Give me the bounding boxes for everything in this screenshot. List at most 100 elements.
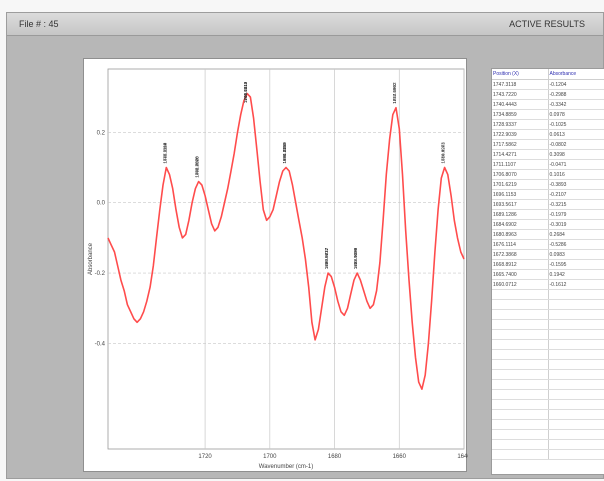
empty-cell <box>547 309 604 320</box>
empty-cell <box>547 419 604 430</box>
peak-label: 1680.8963 <box>441 142 446 164</box>
empty-cell <box>547 349 604 360</box>
cell-position: 1689.1286 <box>492 209 548 220</box>
empty-cell <box>492 449 548 460</box>
table-row[interactable]: 1684.6902 -0.3019 <box>492 219 604 230</box>
table-row[interactable]: 1660.0712 -0.1612 <box>492 279 604 290</box>
table-row[interactable]: 1665.7400 0.1942 <box>492 269 604 280</box>
table-row[interactable]: 1743.7220 -0.2988 <box>492 89 604 100</box>
x-tick-label: 1720 <box>198 454 212 460</box>
cell-position: 1680.8963 <box>492 229 548 240</box>
peak-label: 1714.4271 <box>441 142 446 164</box>
table-row[interactable]: 1717.5862 -0.0802 <box>492 139 604 150</box>
table-row[interactable]: 1689.1286 -0.1979 <box>492 209 604 220</box>
table-row[interactable]: 1740.4443 -0.3342 <box>492 99 604 110</box>
empty-cell <box>492 349 548 360</box>
empty-cell <box>492 429 548 440</box>
empty-cell <box>547 339 604 350</box>
table-row[interactable]: 1722.9039 0.0613 <box>492 129 604 140</box>
empty-cell <box>492 389 548 400</box>
cell-position: 1706.8070 <box>492 169 548 180</box>
y-tick-label: -0.4 <box>95 341 106 347</box>
empty-cell <box>492 359 548 370</box>
cell-absorbance: 0.0613 <box>547 129 604 140</box>
spectrum-line <box>107 92 465 390</box>
table-row[interactable]: 1668.8912 -0.1595 <box>492 259 604 270</box>
table-row[interactable]: 1693.5617 -0.3215 <box>492 199 604 210</box>
empty-table-row <box>492 389 604 400</box>
cell-position: 1711.1107 <box>492 159 548 170</box>
peak-label: 1728.9337 <box>324 247 329 269</box>
peak-label: 1717.5862 <box>392 82 397 104</box>
cell-position: 1696.1153 <box>492 189 548 200</box>
empty-cell <box>492 409 548 420</box>
empty-cell <box>547 299 604 310</box>
table-row[interactable]: 1680.8963 0.2684 <box>492 229 604 240</box>
table-row[interactable]: 1676.1114 -0.5286 <box>492 239 604 250</box>
table-row[interactable]: 1706.8070 0.1016 <box>492 169 604 180</box>
empty-cell <box>492 319 548 330</box>
empty-cell <box>492 379 548 390</box>
x-tick-label: 1680 <box>328 454 342 460</box>
peak-label: 1706.8070 <box>195 156 200 178</box>
cell-absorbance: -0.1595 <box>547 259 604 270</box>
cell-position: 1722.9039 <box>492 129 548 140</box>
peak-label: 1665.7400 <box>282 142 287 164</box>
y-tick-label: -0.2 <box>95 271 106 277</box>
empty-cell <box>547 379 604 390</box>
cell-position: 1660.0712 <box>492 279 548 290</box>
empty-cell <box>492 419 548 430</box>
empty-table-row <box>492 369 604 380</box>
peak-label: 1747.3118 <box>162 142 167 163</box>
empty-table-row <box>492 429 604 440</box>
column-header-position: Position (X) <box>492 69 548 80</box>
cell-absorbance: -0.0471 <box>547 159 604 170</box>
table-row[interactable]: 1672.3868 0.0983 <box>492 249 604 260</box>
table-row[interactable]: 1728.9337 -0.1025 <box>492 119 604 130</box>
cell-absorbance: -0.3893 <box>547 179 604 190</box>
table-row[interactable]: 1701.6219 -0.3893 <box>492 179 604 190</box>
empty-cell <box>547 359 604 370</box>
x-tick-label: 1700 <box>263 454 277 460</box>
peak-label: 1668.8912 <box>243 81 248 103</box>
cell-absorbance: -0.5286 <box>547 239 604 250</box>
table-row[interactable]: 1747.3118 -0.1204 <box>492 79 604 90</box>
cell-position: 1743.7220 <box>492 89 548 100</box>
cell-position: 1728.9337 <box>492 119 548 130</box>
empty-table-row <box>492 449 604 460</box>
peak-label: 1660.0712 <box>324 247 329 269</box>
peak-table-body: 1747.3118 -0.1204 1743.7220 -0.2988 1740.444… <box>492 79 604 460</box>
empty-table-row <box>492 319 604 330</box>
empty-table-row <box>492 399 604 410</box>
title-bar: File # : 45 ACTIVE RESULTS <box>7 13 603 36</box>
empty-table-row <box>492 409 604 420</box>
table-row[interactable]: 1714.4271 0.3098 <box>492 149 604 160</box>
y-tick-label: 0.2 <box>97 130 106 136</box>
y-axis-label: Absorbance <box>88 242 94 275</box>
cell-absorbance: 0.0983 <box>547 249 604 260</box>
empty-table-row <box>492 289 604 300</box>
x-tick-label: 1660 <box>393 454 407 460</box>
status-label: ACTIVE RESULTS <box>509 19 585 29</box>
table-row[interactable]: 1711.1107 -0.0471 <box>492 159 604 170</box>
cell-position: 1734.8859 <box>492 109 548 120</box>
cell-absorbance: -0.1025 <box>547 119 604 130</box>
empty-cell <box>547 399 604 410</box>
empty-cell <box>547 289 604 300</box>
cell-absorbance: -0.2988 <box>547 89 604 100</box>
empty-cell <box>547 409 604 420</box>
window-title: File # : 45 <box>19 19 59 29</box>
plot-area <box>107 68 465 450</box>
table-row[interactable]: 1696.1153 -0.2107 <box>492 189 604 200</box>
empty-cell <box>492 439 548 450</box>
cell-position: 1740.4443 <box>492 99 548 110</box>
cell-absorbance: -0.0802 <box>547 139 604 150</box>
cell-position: 1684.6902 <box>492 219 548 230</box>
peak-label: 1701.6219 <box>243 81 248 103</box>
table-row[interactable]: 1734.8859 0.0978 <box>492 109 604 120</box>
empty-table-row <box>492 349 604 360</box>
cell-position: 1747.3118 <box>492 79 548 90</box>
cell-absorbance: 0.1016 <box>547 169 604 180</box>
cell-position: 1676.1114 <box>492 239 548 250</box>
